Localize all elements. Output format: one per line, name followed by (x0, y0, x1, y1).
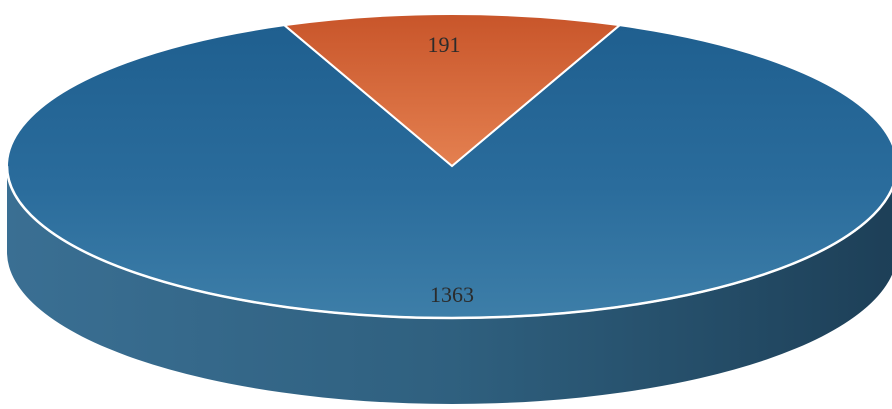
pie-slice-0-side (7, 166, 892, 404)
pie-top-rim (5, 165, 892, 320)
data-label-slice-1: 191 (428, 32, 461, 57)
data-label-slice-0: 1363 (430, 282, 474, 307)
pie-slice-1 (282, 13, 622, 168)
